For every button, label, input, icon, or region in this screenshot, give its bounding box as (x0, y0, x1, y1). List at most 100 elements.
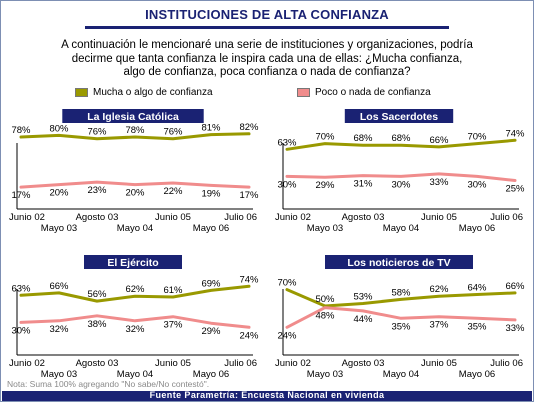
data-label-low: 30% (11, 325, 31, 336)
data-label-high: 76% (87, 127, 107, 138)
chart-sacerdotes-svg: Los Sacerdotes 63% 70% 68% 68% 66% 70% 74% 30% 29… (275, 109, 525, 234)
source-bar (2, 391, 532, 401)
chart-title-bg (325, 255, 473, 269)
data-label-low: 29% (201, 326, 221, 337)
data-label-low: 35% (467, 321, 487, 332)
data-label-low: 20% (125, 188, 145, 199)
data-label-low: 30% (391, 179, 411, 190)
data-label-high: 80% (49, 123, 69, 134)
series-line-low (19, 314, 251, 329)
x-tick-label: Junio 02 (9, 358, 45, 369)
data-label-high: 78% (125, 125, 145, 136)
legend-low: Poco o nada de confianza (297, 87, 431, 98)
data-label-low: 25% (505, 184, 525, 195)
data-label-high: 53% (353, 292, 373, 303)
data-label-low: 23% (87, 185, 107, 196)
x-tick-label: Julio 06 (490, 212, 523, 223)
data-label-low: 48% (315, 311, 335, 322)
data-label-low: 31% (353, 179, 373, 190)
legend-high-swatch (75, 88, 88, 97)
x-tick-label: Agosto 03 (342, 358, 385, 369)
chart-ejercito-svg: El Ejército 63% 66% 56% 62% 61% 69% 74% 30% 32% 38… (9, 255, 259, 380)
footnote: Nota: Suma 100% agregando "No sabe/No co… (7, 379, 210, 389)
title-underline (85, 26, 449, 29)
data-label-low: 33% (505, 323, 525, 334)
x-tick-label: Junio 02 (275, 212, 311, 223)
x-tick-label: Junio 05 (155, 358, 191, 369)
legend-high: Mucha o algo de confianza (75, 87, 213, 98)
data-label-high: 82% (239, 122, 259, 133)
data-label-high: 70% (277, 278, 297, 289)
data-label-low: 44% (353, 314, 373, 325)
x-tick-label: Agosto 03 (76, 358, 119, 369)
x-tick-label: Mayo 06 (193, 223, 229, 234)
x-tick-label: Mayo 06 (459, 369, 495, 380)
data-label-high: 58% (391, 287, 411, 298)
x-tick-label: Junio 05 (155, 212, 191, 223)
legend-low-swatch (297, 88, 310, 97)
data-label-low: 19% (201, 188, 221, 199)
data-label-high: 64% (467, 283, 487, 294)
data-label-low: 30% (467, 179, 487, 190)
chart-noticieros: Los noticieros de TV 70% 50% 53% 58% 62% 64% 66… (269, 255, 529, 380)
data-label-low: 20% (49, 188, 69, 199)
survey-question: A continuación le mencionaré una serie d… (61, 39, 473, 78)
chart-title-bg (84, 255, 182, 269)
data-label-high: 56% (87, 289, 107, 300)
data-label-low: 32% (125, 324, 145, 335)
data-label-high: 70% (315, 132, 335, 143)
chart-iglesia: La Iglesia Católica 78% 80% 76% 78% 76% 81% 82%… (3, 109, 263, 234)
data-label-low: 17% (11, 190, 31, 201)
source-text: Fuente Parametría: Encuesta Nacional en … (149, 390, 385, 400)
x-tick-label: Junio 05 (421, 212, 457, 223)
chart-iglesia-svg: La Iglesia Católica 78% 80% 76% 78% 76% 81% 82%… (9, 109, 259, 234)
data-label-low: 29% (315, 180, 335, 191)
series-line-high (19, 284, 251, 303)
data-label-low: 37% (429, 320, 449, 331)
data-label-low: 32% (49, 324, 69, 335)
series-line-high (285, 288, 517, 308)
series-line-high (285, 138, 517, 151)
x-tick-label: Mayo 03 (307, 223, 343, 234)
data-label-high: 76% (163, 127, 183, 138)
data-label-low: 33% (429, 177, 449, 188)
x-tick-label: Junio 02 (275, 358, 311, 369)
x-tick-label: Junio 02 (9, 212, 45, 223)
data-label-high: 63% (277, 137, 297, 148)
data-label-high: 62% (429, 284, 449, 295)
x-tick-label: Junio 05 (421, 358, 457, 369)
x-tick-label: Julio 06 (224, 358, 257, 369)
chart-title: La Iglesia Católica (87, 111, 179, 123)
chart-ejercito: El Ejército 63% 66% 56% 62% 61% 69% 74% 30% 32% 38… (3, 255, 263, 380)
legend-high-label: Mucha o algo de confianza (93, 87, 213, 98)
data-label-high: 69% (201, 278, 221, 289)
x-tick-label: Mayo 03 (41, 223, 77, 234)
data-label-low: 30% (277, 179, 297, 190)
data-label-high: 63% (11, 283, 31, 294)
x-tick-label: Julio 06 (490, 358, 523, 369)
data-label-high: 74% (239, 274, 259, 285)
chart-title-bg (62, 109, 204, 123)
data-label-high: 81% (201, 123, 221, 134)
chart-title: Los Sacerdotes (360, 111, 438, 123)
chart-noticieros-svg: Los noticieros de TV 70% 50% 53% 58% 62% 64% 66… (275, 255, 525, 380)
data-label-low: 38% (87, 319, 107, 330)
page-title: INSTITUCIONES DE ALTA CONFIANZA (145, 7, 389, 22)
data-label-low: 24% (277, 330, 297, 341)
x-tick-label: Mayo 06 (193, 369, 229, 380)
data-label-high: 66% (505, 281, 525, 292)
x-tick-label: Julio 06 (224, 212, 257, 223)
x-tick-label: Mayo 03 (307, 369, 343, 380)
x-tick-label: Agosto 03 (76, 212, 119, 223)
chart-title: Los noticieros de TV (347, 257, 450, 269)
data-label-low: 22% (163, 186, 183, 197)
data-label-high: 66% (49, 281, 69, 292)
data-label-high: 70% (467, 132, 487, 143)
data-label-low: 37% (163, 320, 183, 331)
data-label-high: 68% (391, 133, 411, 144)
series-line-high (19, 132, 251, 141)
data-label-high: 50% (315, 294, 335, 305)
x-tick-label: Mayo 04 (117, 369, 153, 380)
data-label-high: 68% (353, 133, 373, 144)
